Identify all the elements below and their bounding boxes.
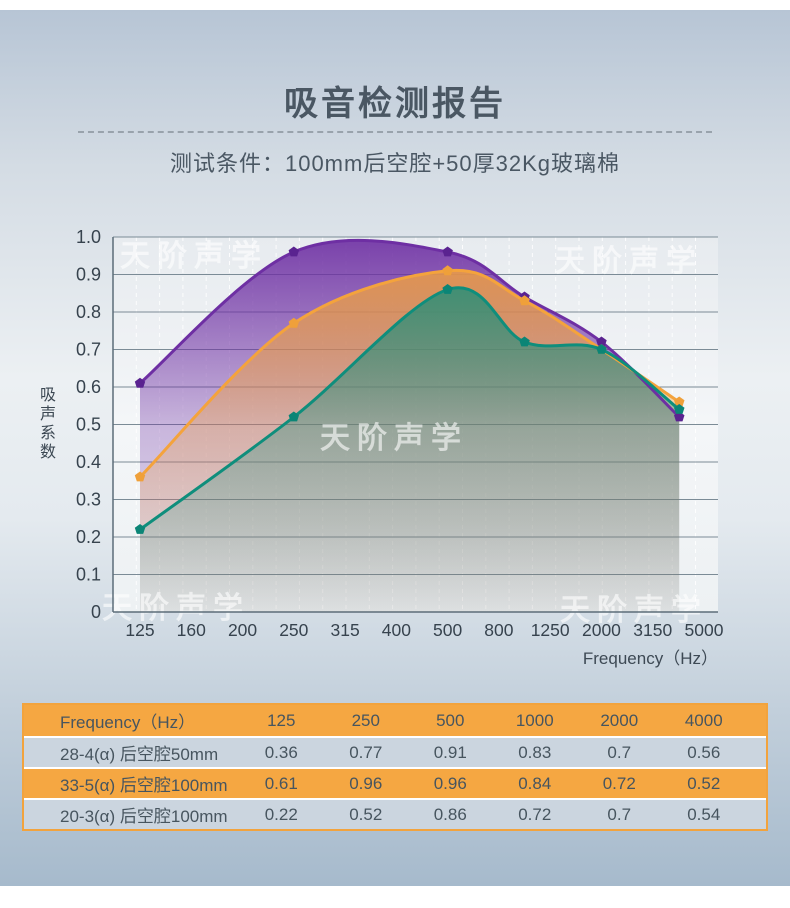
x-tick-label: 800	[484, 620, 513, 640]
y-tick-label: 0.1	[76, 565, 101, 585]
value-cell: 0.72	[518, 804, 552, 824]
row-label-cell: 28-4(α) 后空腔50mm	[60, 745, 219, 764]
x-tick-label: 1250	[531, 620, 570, 640]
data-point-marker	[134, 471, 146, 482]
value-cell: 0.96	[349, 773, 383, 793]
data-point-marker	[288, 411, 299, 422]
table-header-row: Frequency（Hz） 125 250 500 1000 2000 4000	[24, 705, 766, 736]
x-tick-label: 400	[382, 620, 411, 640]
data-point-marker	[596, 344, 607, 354]
y-tick-label: 0.8	[76, 302, 101, 322]
row-label-cell: 33-5(α) 后空腔100mm	[60, 776, 228, 795]
header-cell: 125	[267, 710, 296, 730]
x-axis-title: Frequency（Hz）	[583, 649, 718, 668]
value-cell: 0.52	[349, 804, 383, 824]
data-point-marker	[442, 284, 453, 294]
data-point-marker	[674, 404, 685, 414]
series-line	[138, 238, 681, 419]
watermark-text: 天阶声学	[560, 593, 708, 627]
table-row: 33-5(α) 后空腔100mm 0.61 0.96 0.96 0.84 0.72 0.52	[24, 769, 766, 798]
watermark-text: 天阶声学	[555, 244, 703, 278]
dashed-divider	[78, 131, 712, 133]
y-tick-label: 0.5	[76, 415, 101, 435]
data-point-marker	[442, 265, 453, 276]
page-title: 吸音检测报告	[284, 85, 506, 123]
watermark-text: 天阶声学	[120, 239, 268, 273]
value-cell: 0.7	[607, 804, 632, 824]
row-label-cell: 20-3(α) 后空腔100mm	[60, 807, 228, 826]
header-cell: 2000	[600, 710, 639, 730]
y-axis-title: 吸声系数	[37, 386, 54, 462]
value-cell: 0.7	[607, 742, 632, 762]
value-cell: 0.77	[349, 742, 383, 762]
watermark-text: 天阶声学	[320, 421, 468, 455]
x-tick-label: 3150	[633, 620, 672, 640]
value-cell: 0.54	[687, 804, 721, 824]
x-tick-label: 250	[279, 620, 308, 640]
results-table: Frequency（Hz） 125 250 500 1000 2000 4000 28-4(α…	[22, 703, 768, 831]
data-point-marker	[134, 524, 146, 534]
series-area	[140, 287, 680, 612]
header-cell: 4000	[684, 710, 723, 730]
value-cell: 0.83	[518, 742, 552, 762]
value-cell: 0.86	[433, 804, 467, 824]
data-point-marker	[519, 295, 530, 306]
value-cell: 0.96	[433, 773, 467, 793]
y-tick-label: 0.9	[76, 265, 101, 285]
data-point-marker	[134, 377, 146, 388]
y-tick-label: 0.6	[76, 377, 101, 397]
value-cell: 0.36	[264, 742, 298, 762]
y-tick-label: 0.3	[76, 490, 101, 510]
header-cell: Frequency（Hz）	[60, 713, 196, 732]
data-point-marker	[442, 246, 453, 257]
y-tick-label: 1.0	[76, 227, 101, 247]
data-point-marker	[519, 336, 530, 347]
table-row: 20-3(α) 后空腔100mm 0.22 0.52 0.86 0.72 0.7 0.54	[24, 800, 766, 829]
x-tick-label: 160	[177, 620, 206, 640]
x-tick-label: 315	[330, 620, 359, 640]
header-cell: 1000	[515, 710, 554, 730]
table-row: 28-4(α) 后空腔50mm 0.36 0.77 0.91 0.83 0.7 0.56	[24, 738, 766, 767]
value-cell: 0.22	[264, 804, 298, 824]
y-tick-label: 0.2	[76, 527, 101, 547]
x-tick-label: 125	[125, 620, 154, 640]
header-cell: 500	[436, 710, 465, 730]
test-conditions-subtitle: 测试条件：100mm后空腔+50厚32Kg玻璃棉	[169, 151, 621, 176]
data-point-marker	[674, 411, 685, 422]
value-cell: 0.52	[687, 773, 721, 793]
data-point-marker	[288, 246, 299, 257]
value-cell: 0.72	[602, 773, 636, 793]
value-cell: 0.56	[687, 742, 721, 762]
y-tick-label: 0	[91, 602, 101, 622]
x-tick-label: 200	[228, 620, 257, 640]
data-point-marker	[596, 336, 607, 347]
x-tick-label: 500	[433, 620, 462, 640]
value-cell: 0.84	[518, 773, 552, 793]
x-tick-label: 5000	[685, 620, 724, 640]
y-tick-label: 0.7	[76, 340, 101, 360]
header-cell: 250	[351, 710, 380, 730]
y-tick-label: 0.4	[76, 452, 101, 472]
watermark-text: 天阶声学	[102, 591, 250, 625]
value-cell: 0.61	[264, 773, 298, 793]
data-point-marker	[288, 317, 299, 328]
value-cell: 0.91	[433, 742, 467, 762]
x-tick-label: 2000	[582, 620, 621, 640]
data-point-marker	[674, 396, 685, 407]
